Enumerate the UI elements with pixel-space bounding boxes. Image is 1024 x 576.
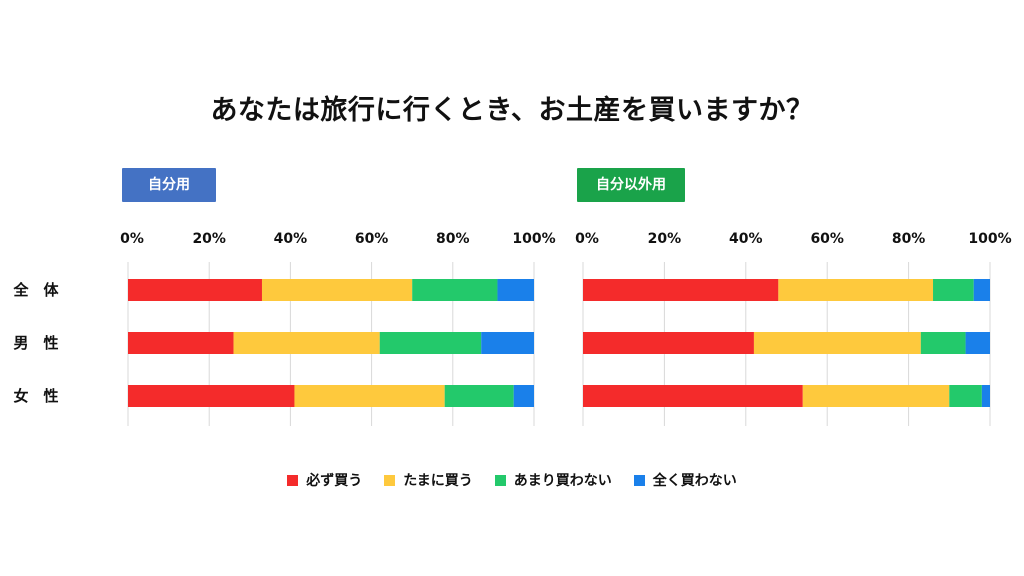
x-tick-label: 40%	[729, 231, 763, 247]
x-tick-label: 80%	[436, 231, 470, 247]
x-tick-label: 100%	[968, 231, 1011, 247]
legend-item: たまに買う	[384, 470, 473, 490]
category-label: 全 体	[12, 281, 59, 299]
x-tick-label: 0%	[575, 231, 599, 247]
bar-segment	[920, 332, 966, 354]
x-tick-label: 100%	[512, 231, 555, 247]
bar-segment	[444, 385, 514, 407]
x-tick-label: 60%	[810, 231, 844, 247]
legend-label: 必ず買う	[306, 473, 363, 489]
bar-segment	[583, 332, 754, 354]
bar-segment	[583, 279, 779, 301]
x-tick-label: 80%	[892, 231, 926, 247]
bar-segment	[802, 385, 950, 407]
x-tick-label: 20%	[192, 231, 226, 247]
x-tick-label: 60%	[355, 231, 389, 247]
bar-segment	[128, 332, 234, 354]
bar-segment	[497, 279, 534, 301]
legend-item: 全く買わない	[633, 470, 737, 490]
panel-label-self: 自分用	[122, 168, 216, 202]
x-tick-label: 40%	[274, 231, 308, 247]
bar-segment	[128, 385, 295, 407]
chart-title: あなたは旅行に行くとき、お土産を買いますか？	[210, 95, 814, 126]
legend-label: あまり買わない	[513, 473, 612, 489]
legend: 必ず買う たまに買う あまり買わない 全く買わない	[0, 470, 1024, 490]
bar-segment	[753, 332, 921, 354]
bar-segment	[778, 279, 934, 301]
bar-segment	[379, 332, 482, 354]
legend-swatch	[633, 474, 645, 486]
legend-swatch	[384, 474, 396, 486]
bar-segment	[481, 332, 534, 354]
bar-segment	[949, 385, 982, 407]
x-tick-label: 0%	[120, 231, 144, 247]
legend-item: 必ず買う	[287, 470, 362, 490]
bar-segment	[513, 385, 534, 407]
bar-segment	[294, 385, 445, 407]
category-label: 女 性	[13, 387, 58, 405]
bar-segment	[981, 385, 990, 407]
legend-swatch	[494, 474, 506, 486]
legend-label: 全く買わない	[652, 473, 737, 489]
bar-segment	[261, 279, 413, 301]
bar-segment	[973, 279, 990, 301]
bar-segment	[965, 332, 990, 354]
x-tick-label: 20%	[648, 231, 682, 247]
legend-item: あまり買わない	[494, 470, 612, 490]
bar-segment	[233, 332, 380, 354]
legend-swatch	[287, 474, 299, 486]
category-label: 男 性	[13, 334, 58, 352]
bar-segment	[933, 279, 974, 301]
panel-label-other: 自分以外用	[577, 168, 685, 202]
legend-label: たまに買う	[403, 473, 473, 489]
bar-segment	[412, 279, 498, 301]
bar-segment	[128, 279, 262, 301]
bar-segment	[583, 385, 803, 407]
